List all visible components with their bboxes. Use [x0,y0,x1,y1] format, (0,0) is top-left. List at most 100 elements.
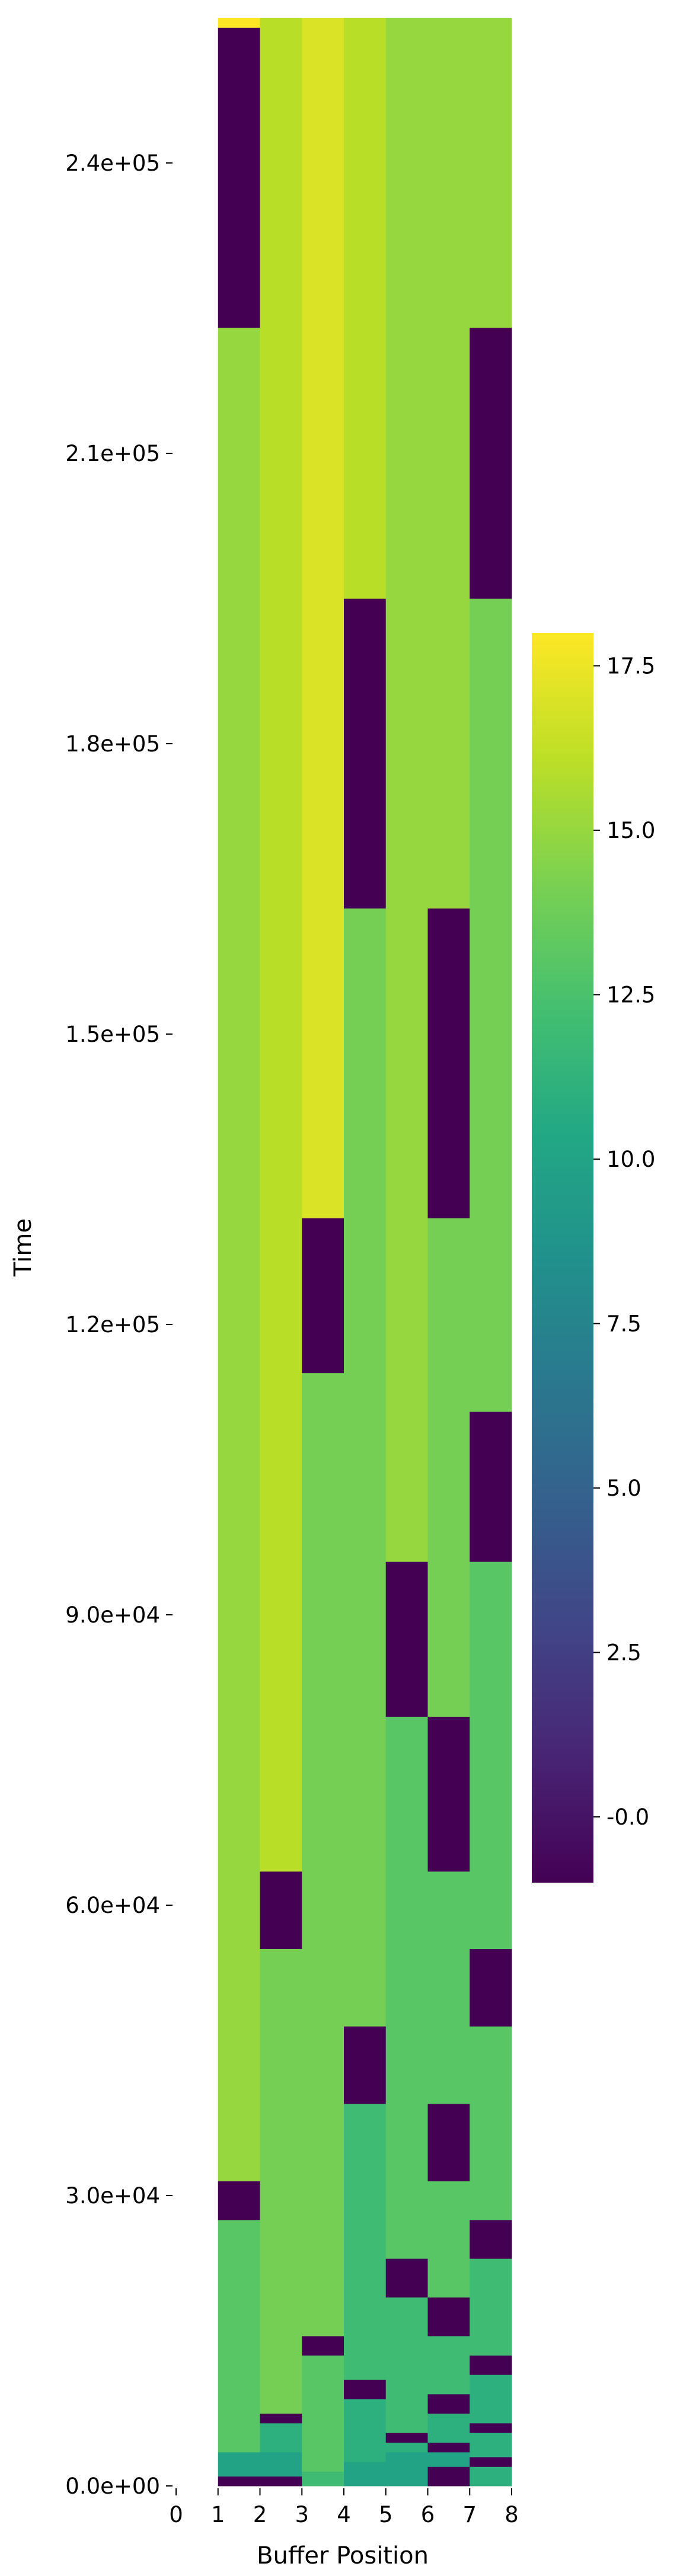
x-tick-label: 7 [462,2502,477,2527]
y-tick-label: 2.1e+05 [65,441,160,466]
heatmap-cell-col4-seg7 [344,18,387,599]
heatmap-cell-col6-seg6 [427,2297,470,2337]
x-axis-label: Buffer Position [257,2542,429,2569]
heatmap-cell-col6-seg5 [427,2335,470,2395]
colorbar-tick-label: 15.0 [606,818,655,843]
heatmap-cell-col5-seg5 [385,1716,428,2259]
heatmap-cell-col4-seg3 [344,2103,387,2380]
heatmap-cell-col2-seg5 [260,1871,302,1949]
heatmap-cell-col7-seg5 [470,2355,512,2375]
heatmap-cell-col2-seg1 [260,2452,302,2477]
heatmap-cell-col6-seg10 [427,1716,470,1872]
heatmap-cell-col7-seg0 [470,2466,512,2487]
colorbar: -0.0 2.5 5.0 7.5 10.0 12.5 15.0 17.5 [532,633,655,1883]
heatmap-cell-col1-seg6 [218,18,260,28]
heatmap-cell-col6-seg8 [427,2103,470,2181]
heatmap-cell-col2-seg2 [260,2423,302,2453]
heatmap-cell-col6-seg7 [427,2181,470,2297]
heatmap-cell-col4-seg1 [344,2399,387,2462]
heatmap-cell-col7-seg10 [470,1561,512,1949]
heatmap-cell-col7-seg14 [470,18,512,328]
heatmap-cell-col5-seg0 [385,2452,428,2487]
y-tick-label: 2.4e+05 [65,151,160,176]
heatmap-cell-col7-seg11 [470,1412,512,1562]
heatmap-cell-col2-seg0 [260,2476,302,2487]
x-tick-label: 3 [295,2502,309,2527]
x-tick-label: 2 [253,2502,267,2527]
heatmap-cell-col5-seg6 [385,1561,428,1717]
colorbar-tick-label: -0.0 [606,1804,649,1830]
x-tick-label: 4 [337,2502,351,2527]
heatmap-cell-col6-seg12 [427,908,470,1218]
heatmap-cell-col2-seg3 [260,2413,302,2424]
colorbar-tick-label: 2.5 [606,1640,641,1666]
x-axis: 0 1 2 3 4 5 6 7 8 [169,2488,519,2527]
heatmap-cell-col6-seg9 [427,1871,470,2104]
heatmap-cell-col1-seg1 [218,2452,260,2477]
heatmap-cell-col7-seg9 [470,1948,512,2027]
heatmap-cell-col7-seg7 [470,2219,512,2259]
heatmap-cell-col6-seg0 [427,2466,470,2487]
heatmap-cell-col3-seg3 [302,1372,344,2337]
heatmap-cell-col6-seg13 [427,18,470,909]
colorbar-gradient [532,633,593,1883]
heatmap-cell-col1-seg0 [218,2476,260,2487]
heatmap-cell-col6-seg1 [427,2452,470,2467]
heatmap-cell-col5-seg8 [385,18,428,909]
x-tick-label: 6 [421,2502,435,2527]
heatmap-cell-col2-seg6 [260,18,302,1872]
y-tick-label: 1.2e+05 [65,1312,160,1337]
heatmap-cell-col3-seg0 [302,2471,344,2487]
colorbar-tick-label: 5.0 [606,1476,641,1501]
colorbar-tick-label: 12.5 [606,983,655,1008]
heatmap-cell-col2-seg4 [260,1948,302,2414]
heatmap-cell-col7-seg6 [470,2258,512,2356]
heatmap-cell-col1-seg5 [218,27,260,328]
y-tick-label: 9.0e+04 [65,1602,160,1628]
colorbar-ticks: -0.0 2.5 5.0 7.5 10.0 12.5 15.0 17.5 [593,654,655,1830]
heatmap-cell-col1-seg3 [218,2181,260,2220]
heatmap-cell-col6-seg2 [427,2442,470,2453]
heatmap-cell-col5-seg7 [385,908,428,1562]
heatmap-cell-col6-seg3 [427,2413,470,2443]
colorbar-tick-label: 17.5 [606,654,655,679]
heatmap-cell-col7-seg13 [470,327,512,599]
heatmap-cells [218,18,512,2487]
heatmap-cell-col7-seg3 [470,2423,512,2433]
heatmap-cell-col4-seg2 [344,2379,387,2399]
heatmap-cell-col4-seg4 [344,2026,387,2104]
x-tick-label: 8 [505,2502,519,2527]
y-tick-label: 1.8e+05 [65,731,160,757]
x-tick-label: 0 [169,2502,183,2527]
y-tick-label: 3.0e+04 [65,2183,160,2209]
heatmap-cell-col5-seg4 [385,2258,428,2297]
heatmap-cell-col1-seg4 [218,327,260,2182]
y-tick-label: 0.0e+00 [65,2473,160,2499]
heatmap-cell-col4-seg6 [344,599,387,909]
heatmap-cell-col3-seg4 [302,1218,344,1374]
y-axis-label: Time [9,1218,37,1277]
heatmap-cell-col3-seg1 [302,2355,344,2472]
heatmap-cell-col7-seg4 [470,2375,512,2424]
heatmap-cell-col3-seg5 [302,18,344,1218]
x-tick-label: 5 [379,2502,393,2527]
y-tick-label: 6.0e+04 [65,1893,160,1918]
y-tick-label: 1.5e+05 [65,1022,160,1047]
heatmap-cell-col7-seg1 [470,2457,512,2467]
heatmap-cell-col5-seg1 [385,2442,428,2453]
heatmap-cell-col7-seg8 [470,2026,512,2220]
colorbar-tick-label: 10.0 [606,1147,655,1172]
heatmap-cell-col6-seg4 [427,2393,470,2414]
heatmap-cell-col6-seg11 [427,1218,470,1717]
colorbar-tick-label: 7.5 [606,1311,641,1337]
heatmap-cell-col5-seg3 [385,2297,428,2433]
heatmap-cell-col1-seg2 [218,2219,260,2453]
heatmap-cell-col4-seg5 [344,908,387,2027]
heatmap-cell-col5-seg2 [385,2433,428,2443]
heatmap-cell-col3-seg2 [302,2335,344,2356]
x-tick-label: 1 [211,2502,225,2527]
y-axis: 0.0e+00 3.0e+04 6.0e+04 9.0e+04 1.2e+05 1.5e+… [65,151,173,2499]
heatmap-cell-col7-seg2 [470,2433,512,2457]
heatmap-cell-col7-seg12 [470,599,512,1412]
